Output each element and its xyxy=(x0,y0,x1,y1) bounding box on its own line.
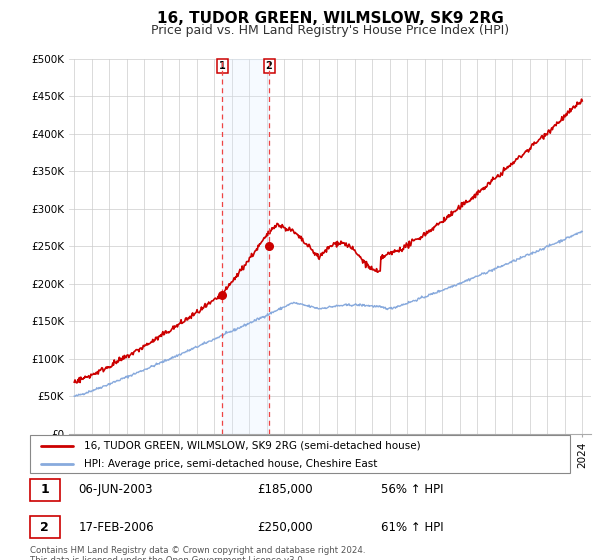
Text: 16, TUDOR GREEN, WILMSLOW, SK9 2RG (semi-detached house): 16, TUDOR GREEN, WILMSLOW, SK9 2RG (semi… xyxy=(84,441,421,451)
Bar xyxy=(222,59,269,434)
FancyBboxPatch shape xyxy=(30,479,60,501)
Text: 56% ↑ HPI: 56% ↑ HPI xyxy=(381,483,443,496)
Text: 16, TUDOR GREEN, WILMSLOW, SK9 2RG: 16, TUDOR GREEN, WILMSLOW, SK9 2RG xyxy=(157,11,503,26)
Text: 2: 2 xyxy=(266,61,272,71)
Text: 17-FEB-2006: 17-FEB-2006 xyxy=(79,521,154,534)
Text: 1: 1 xyxy=(219,61,226,71)
Text: Price paid vs. HM Land Registry's House Price Index (HPI): Price paid vs. HM Land Registry's House … xyxy=(151,24,509,36)
Text: 06-JUN-2003: 06-JUN-2003 xyxy=(79,483,153,496)
Text: 61% ↑ HPI: 61% ↑ HPI xyxy=(381,521,443,534)
Text: HPI: Average price, semi-detached house, Cheshire East: HPI: Average price, semi-detached house,… xyxy=(84,459,377,469)
FancyBboxPatch shape xyxy=(30,435,570,473)
Text: 2: 2 xyxy=(40,521,49,534)
Text: £250,000: £250,000 xyxy=(257,521,313,534)
Text: Contains HM Land Registry data © Crown copyright and database right 2024.
This d: Contains HM Land Registry data © Crown c… xyxy=(30,546,365,560)
Text: £185,000: £185,000 xyxy=(257,483,313,496)
FancyBboxPatch shape xyxy=(30,516,60,538)
Text: 1: 1 xyxy=(40,483,49,496)
